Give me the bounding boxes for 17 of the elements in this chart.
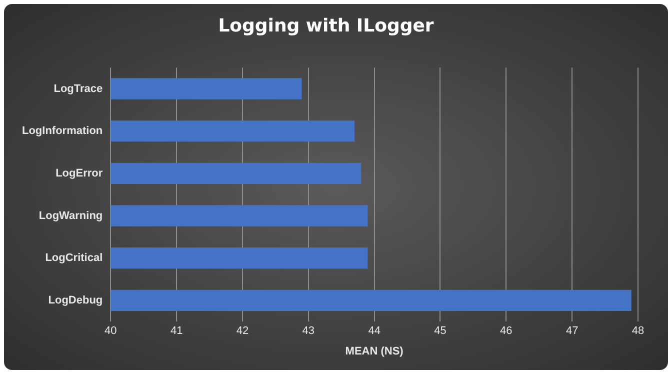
x-tick-label: 40 xyxy=(104,325,117,338)
x-tick-label: 44 xyxy=(368,325,380,338)
x-tick-label: 45 xyxy=(434,325,446,338)
y-tick-label: LogDebug xyxy=(48,294,103,306)
x-tick-label: 42 xyxy=(236,325,249,338)
x-tick-label: 43 xyxy=(302,325,315,338)
y-tick-label: LogTrace xyxy=(54,82,103,95)
x-tick-label: 47 xyxy=(566,325,578,338)
y-tick-label: LogCritical xyxy=(45,252,103,264)
x-axis-title: MEAN (NS) xyxy=(345,345,404,358)
x-tick-label: 41 xyxy=(170,325,183,338)
x-tick-label: 46 xyxy=(500,325,512,338)
y-tick-label: LogInformation xyxy=(22,125,103,138)
chart-title: Logging with ILogger xyxy=(218,15,434,36)
y-tick-label: LogError xyxy=(56,167,104,180)
x-tick-label: 48 xyxy=(632,325,644,338)
y-tick-label: LogWarning xyxy=(38,210,103,222)
